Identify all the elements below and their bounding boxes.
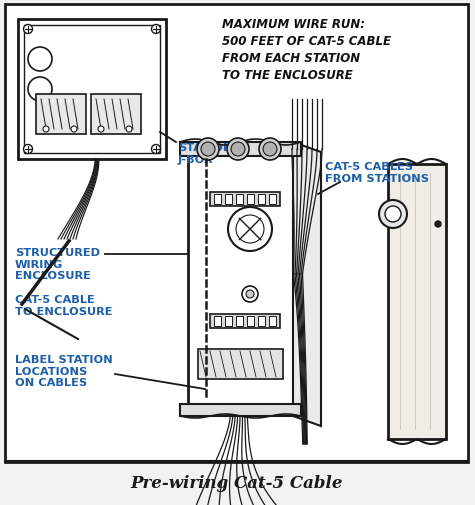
Circle shape — [152, 25, 161, 34]
Bar — [180, 143, 301, 157]
Circle shape — [231, 143, 245, 157]
Circle shape — [152, 145, 161, 154]
Circle shape — [23, 145, 32, 154]
Bar — [225, 194, 232, 205]
Bar — [198, 349, 283, 379]
Text: LABEL STATION
LOCATIONS
ON CABLES: LABEL STATION LOCATIONS ON CABLES — [15, 355, 113, 387]
Bar — [225, 316, 232, 326]
Circle shape — [28, 48, 52, 72]
Bar — [180, 404, 301, 416]
Circle shape — [227, 139, 249, 161]
Circle shape — [385, 207, 401, 223]
Bar — [188, 155, 293, 404]
Bar — [388, 165, 446, 439]
Text: CAT-5 CABLES
FROM STATIONS: CAT-5 CABLES FROM STATIONS — [325, 162, 429, 183]
Circle shape — [201, 143, 215, 157]
Text: MAXIMUM WIRE RUN:
500 FEET OF CAT-5 CABLE
FROM EACH STATION
TO THE ENCLOSURE: MAXIMUM WIRE RUN: 500 FEET OF CAT-5 CABL… — [222, 18, 391, 82]
Bar — [247, 316, 254, 326]
Text: CAT-5 CABLE
TO ENCLOSURE: CAT-5 CABLE TO ENCLOSURE — [15, 294, 113, 316]
Bar — [258, 316, 265, 326]
Text: STATION
J-BOX: STATION J-BOX — [178, 143, 232, 164]
Bar — [210, 315, 280, 328]
Circle shape — [236, 216, 264, 243]
Bar — [210, 192, 280, 207]
Bar — [24, 26, 160, 154]
Circle shape — [28, 78, 52, 102]
Circle shape — [98, 127, 104, 133]
Bar — [258, 194, 265, 205]
Bar — [91, 95, 141, 135]
Circle shape — [43, 127, 49, 133]
Bar — [18, 20, 166, 160]
Text: STRUCTURED
WIRING
ENCLOSURE: STRUCTURED WIRING ENCLOSURE — [15, 247, 100, 281]
Bar — [214, 194, 221, 205]
Circle shape — [23, 25, 32, 34]
Circle shape — [246, 290, 254, 298]
Bar — [214, 316, 221, 326]
Bar — [236, 316, 243, 326]
Circle shape — [259, 139, 281, 161]
Polygon shape — [293, 143, 321, 426]
Circle shape — [71, 127, 77, 133]
Circle shape — [228, 208, 272, 251]
Bar — [269, 194, 276, 205]
Bar — [236, 194, 243, 205]
Bar — [247, 194, 254, 205]
Circle shape — [126, 127, 132, 133]
Circle shape — [242, 286, 258, 302]
Circle shape — [263, 143, 277, 157]
Circle shape — [379, 200, 407, 229]
Bar — [36, 95, 86, 135]
Text: Pre-wiring Cat-5 Cable: Pre-wiring Cat-5 Cable — [131, 475, 343, 491]
Circle shape — [197, 139, 219, 161]
Bar — [269, 316, 276, 326]
Circle shape — [435, 222, 441, 228]
